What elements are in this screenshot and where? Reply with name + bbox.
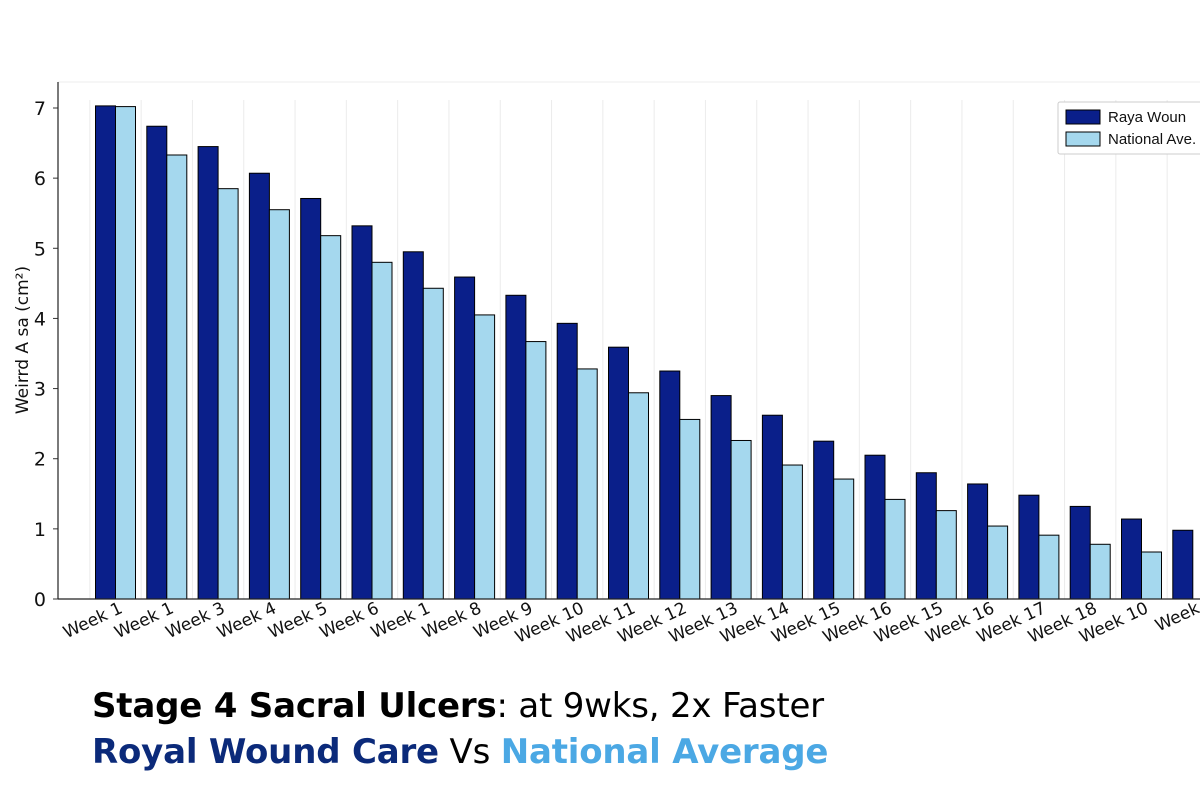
bar-royal: [146, 125, 168, 600]
bar-national: [576, 368, 598, 600]
legend-label-royal: Raya Woun: [1108, 109, 1186, 126]
bar-royal: [556, 322, 578, 600]
bar-royal: [454, 276, 476, 600]
bar-national: [166, 154, 188, 600]
caption-title-rest: : at 9wks, 2x Faster: [496, 686, 824, 726]
legend-swatch-national: [1065, 131, 1101, 147]
bar-royal: [915, 472, 937, 600]
bar-national: [268, 209, 290, 600]
bar-chart: 0 1 2 3 4 5 6 7 Weirrd A sa (cm²) Week 1 Week 1 Wee…: [13, 81, 1200, 648]
bar-royal: [197, 146, 219, 600]
bar-royal: [608, 346, 629, 600]
bar-national: [115, 106, 136, 600]
y-tick-label: 7: [34, 98, 46, 120]
caption-vs: Vs: [438, 732, 501, 772]
bar-royal: [813, 440, 835, 600]
bar-national: [371, 261, 393, 600]
caption-national-average: National Average: [500, 732, 829, 772]
bar-national: [628, 392, 649, 600]
y-tick-label: 1: [34, 519, 46, 541]
y-tick-label: 2: [34, 449, 46, 471]
y-axis-label: Weirrd A sa (cm²): [13, 266, 33, 414]
y-tick-label: 4: [34, 308, 46, 330]
bar-royal: [505, 294, 527, 600]
bar-national: [217, 188, 239, 600]
bar-royal: [1172, 529, 1194, 600]
bar-national: [422, 287, 444, 600]
caption-brand-name: Royal Wound Care: [92, 732, 439, 772]
legend-swatch-royal: [1065, 109, 1101, 125]
bar-national: [833, 478, 855, 600]
bar-national: [1038, 534, 1060, 600]
bar-royal: [95, 105, 116, 600]
bar-national: [1141, 551, 1162, 600]
legend-label-national: National Ave.: [1108, 131, 1196, 148]
caption-comparison: Royal Wound Care Vs National Average: [92, 730, 828, 774]
bar-royal: [761, 414, 783, 600]
bar-royal: [1018, 494, 1040, 600]
bar-royal: [864, 454, 886, 600]
x-tick-label: Week: [1152, 598, 1200, 636]
bar-royal: [1069, 505, 1091, 600]
bar-national: [679, 418, 701, 600]
bar-royal: [1121, 518, 1142, 600]
y-tick-label: 0: [34, 589, 46, 611]
bar-national: [474, 314, 496, 600]
bar-royal: [300, 197, 322, 600]
bar-national: [525, 341, 547, 600]
y-tick-label: 3: [34, 379, 46, 401]
bar-royal: [402, 251, 424, 600]
bar-royal: [710, 395, 732, 600]
y-tick-label: 6: [34, 168, 46, 190]
caption-title: Stage 4 Sacral Ulcers: at 9wks, 2x Faste…: [92, 684, 824, 728]
bar-royal: [967, 483, 989, 600]
bar-national: [781, 464, 803, 600]
bar-national: [730, 439, 752, 600]
bar-national: [884, 498, 906, 600]
bar-national: [320, 235, 342, 600]
bar-national: [987, 525, 1009, 600]
caption-title-bold: Stage 4 Sacral Ulcers: [92, 686, 497, 726]
bar-royal: [659, 370, 681, 600]
y-tick-label: 5: [34, 238, 46, 260]
bar-national: [1089, 543, 1111, 600]
bar-royal: [248, 172, 270, 600]
bar-royal: [351, 225, 373, 600]
bar-national: [935, 510, 957, 600]
